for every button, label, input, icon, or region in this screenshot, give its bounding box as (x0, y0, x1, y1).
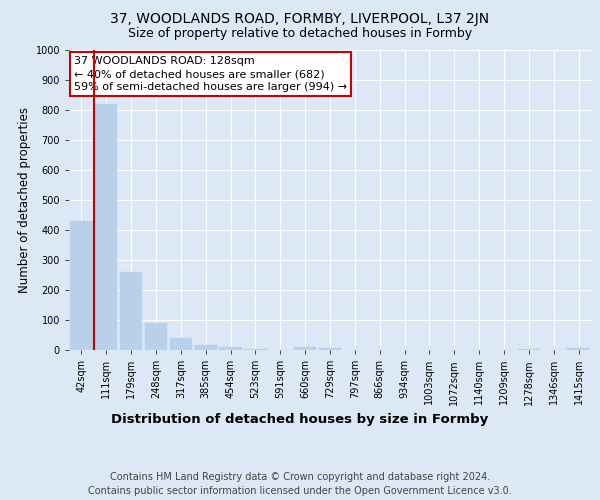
Bar (220, 347, 242, 350)
Y-axis label: Number of detached properties: Number of detached properties (19, 107, 31, 293)
Text: Distribution of detached houses by size in Formby: Distribution of detached houses by size … (112, 412, 488, 426)
Text: Size of property relative to detached houses in Formby: Size of property relative to detached ho… (128, 28, 472, 40)
Text: 37, WOODLANDS ROAD, FORMBY, LIVERPOOL, L37 2JN: 37, WOODLANDS ROAD, FORMBY, LIVERPOOL, L… (110, 12, 490, 26)
Bar (95, 104, 118, 350)
Bar (170, 338, 192, 350)
Bar (120, 272, 142, 350)
Bar (568, 348, 590, 350)
Bar (194, 344, 217, 350)
Text: Contains public sector information licensed under the Open Government Licence v3: Contains public sector information licen… (88, 486, 512, 496)
Bar (145, 323, 167, 350)
Bar (319, 348, 341, 350)
Text: 37 WOODLANDS ROAD: 128sqm
← 40% of detached houses are smaller (682)
59% of semi: 37 WOODLANDS ROAD: 128sqm ← 40% of detac… (74, 56, 347, 92)
Bar (518, 348, 540, 350)
Text: Contains HM Land Registry data © Crown copyright and database right 2024.: Contains HM Land Registry data © Crown c… (110, 472, 490, 482)
Bar (294, 347, 316, 350)
Bar (244, 348, 266, 350)
Bar (70, 221, 92, 350)
